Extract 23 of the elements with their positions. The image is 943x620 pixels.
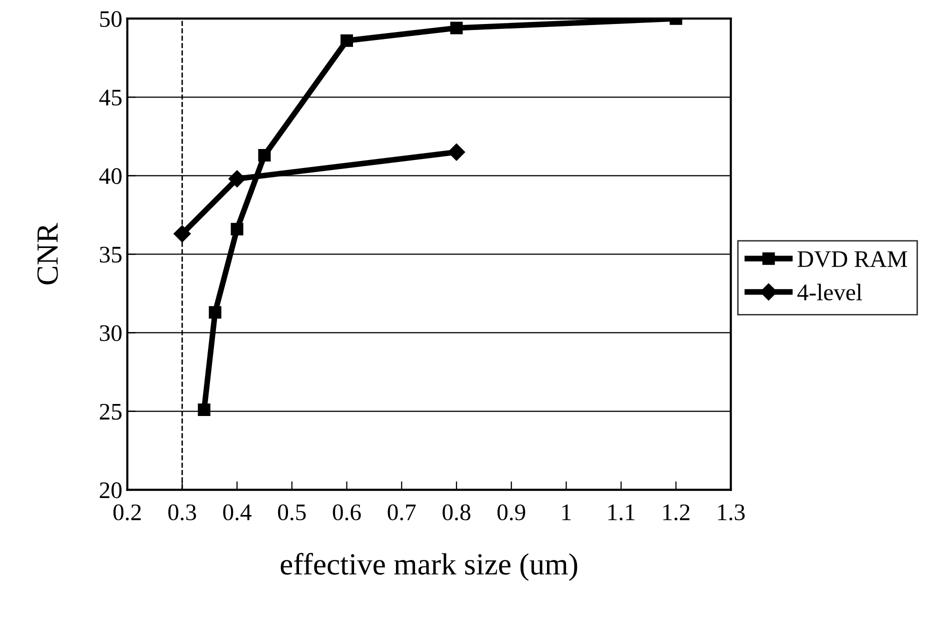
- y-tick-label: 30: [100, 325, 122, 342]
- x-tick-label: 0.6: [332, 504, 361, 520]
- x-tick-label: 0.9: [498, 504, 526, 520]
- y-tick-label: 40: [99, 168, 122, 184]
- x-tick-label: 0.2: [113, 504, 141, 520]
- y-tick-label: 20: [100, 482, 122, 498]
- y-tick-label: 25: [100, 404, 122, 420]
- y-axis-title: CNR: [37, 222, 58, 284]
- x-tick-label: 1.2: [663, 504, 690, 520]
- legend-label: DVD RAM: [798, 251, 908, 268]
- y-tick-label: 35: [100, 246, 122, 263]
- x-axis-title: effective mark size (um): [280, 552, 578, 581]
- x-tick-label: 0.5: [278, 504, 306, 520]
- x-tick-label: 1.3: [718, 504, 745, 520]
- legend-label: 4-level: [797, 284, 862, 300]
- x-tick-label: 0.3: [168, 504, 196, 520]
- y-tick-label: 45: [99, 90, 122, 106]
- x-tick-label: 0.7: [388, 504, 416, 520]
- x-tick-label: 1: [562, 504, 571, 520]
- x-tick-label: 1.1: [608, 504, 634, 520]
- x-tick-label: 0.8: [442, 504, 470, 520]
- x-tick-label: 0.4: [223, 504, 252, 520]
- y-tick-label: 50: [100, 11, 122, 28]
